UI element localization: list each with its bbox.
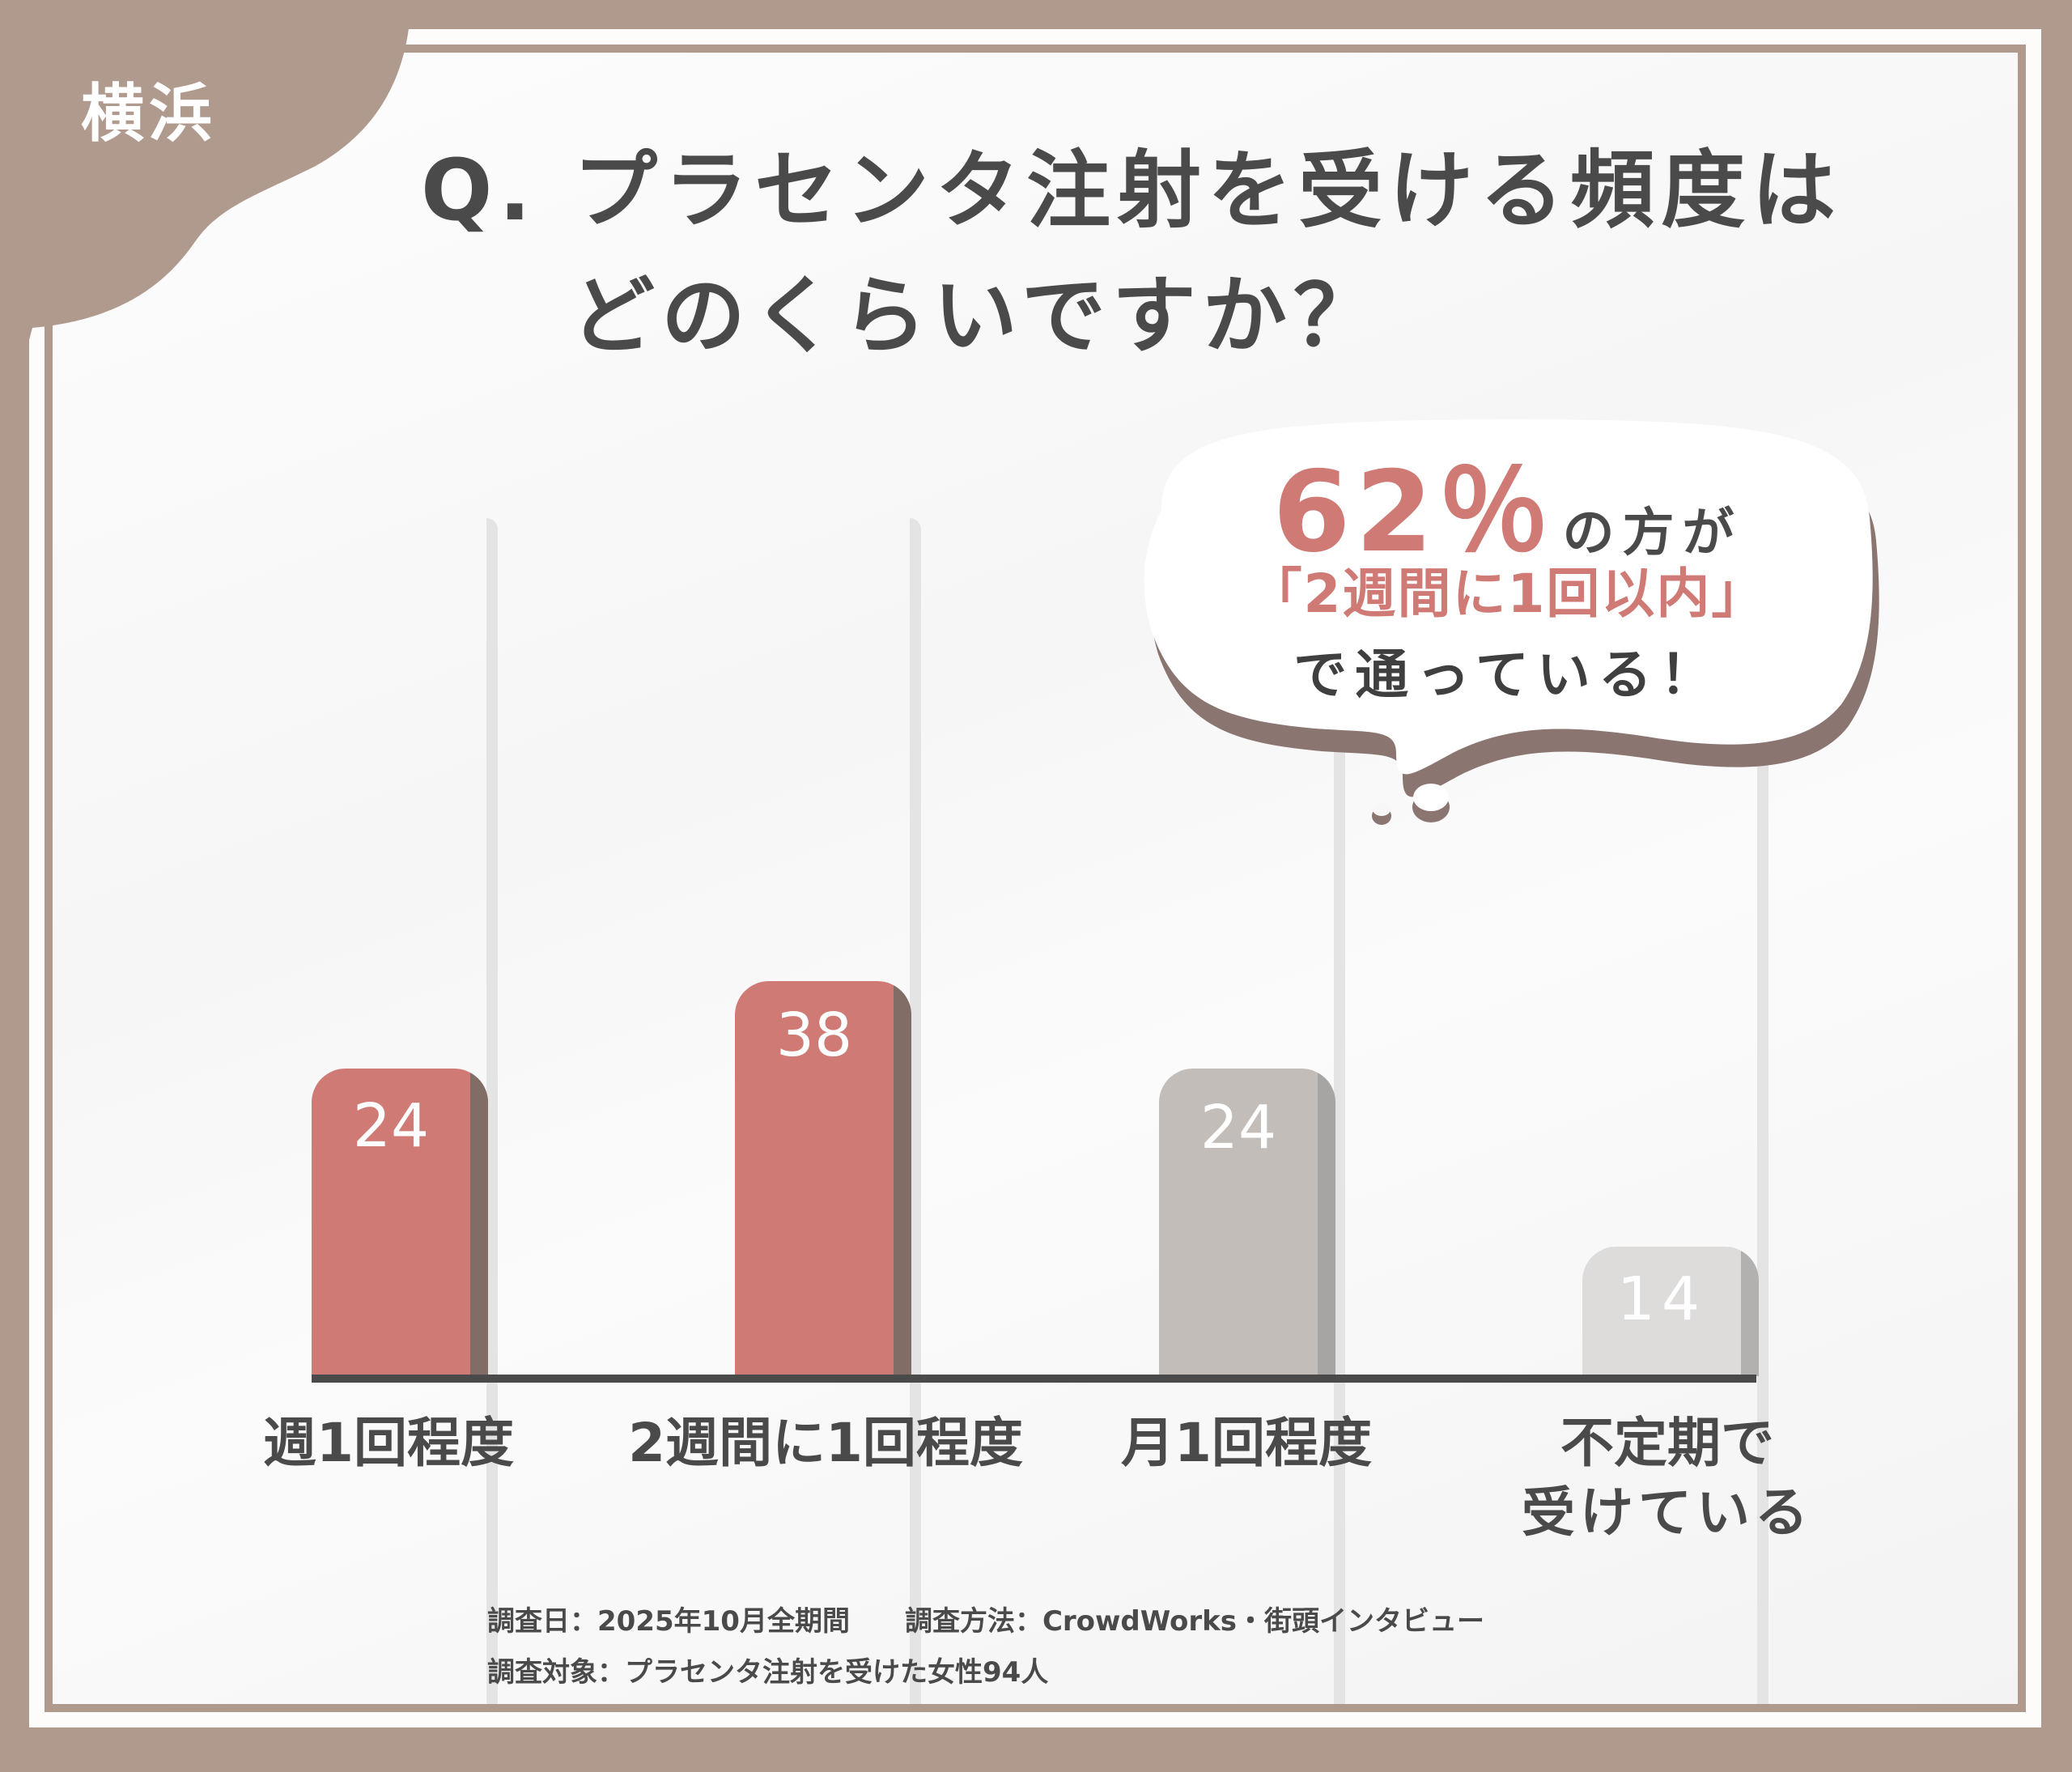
- category-label-biweekly: 2週間に1回程度: [628, 1412, 1023, 1474]
- category-label-irregular: 不定期で 受けている: [1505, 1409, 1829, 1548]
- bar-value: 38: [775, 1001, 853, 1070]
- corner-blob-shape: [0, 0, 411, 340]
- inner-frame-line: [45, 45, 2026, 1712]
- x-axis-baseline: [312, 1375, 1756, 1383]
- survey-info-line2: 調査対象：プラセンタ注射を受けた女性94人: [487, 1656, 1049, 1689]
- bar-value: 14: [1616, 1264, 1707, 1334]
- region-label: 横浜: [81, 78, 218, 151]
- bar-weekly: 24: [312, 1069, 488, 1376]
- bar-biweekly: 38: [735, 981, 911, 1376]
- bar-shade: [1741, 1247, 1759, 1376]
- bar-monthly: 24: [1159, 1069, 1335, 1376]
- bar-shade: [1318, 1069, 1335, 1376]
- question-title-line1: Q. プラセンタ注射を受ける頻度は: [421, 141, 1843, 240]
- infographic-canvas: [53, 53, 2018, 1704]
- survey-info-line1: 調査日：2025年10月全期間 調査方法：CrowdWorks・街頭インタビュー: [487, 1605, 1485, 1638]
- callout-suffix: の方が: [1562, 504, 1743, 563]
- ghost-column: [1582, 502, 1768, 1704]
- question-title-line2: どのくらいですか？: [571, 266, 1384, 365]
- ghost-column: [735, 502, 921, 1704]
- bar-irregular: 14: [1582, 1247, 1759, 1376]
- category-label-weekly: 週1回程度: [263, 1412, 514, 1474]
- callout-tail: で通っている！: [1293, 644, 1722, 706]
- category-label-irregular-line1: 不定期で: [1560, 1412, 1774, 1474]
- callout-headline: 62％ の方が: [1129, 421, 1886, 583]
- bar-shade: [470, 1069, 488, 1376]
- bar-value: 24: [352, 1091, 430, 1161]
- category-label-monthly: 月1回程度: [1121, 1412, 1372, 1474]
- ghost-column: [1159, 502, 1345, 1704]
- ghost-column: [312, 502, 498, 1704]
- callout-highlight: 「2週間に1回以内」: [1248, 563, 1767, 625]
- bar-value: 24: [1199, 1093, 1277, 1162]
- bar-shade: [894, 981, 911, 1376]
- callout-percent: 62％: [1272, 447, 1555, 577]
- speech-bubble: [1144, 419, 1879, 825]
- category-label-irregular-line2: 受けている: [1522, 1481, 1813, 1544]
